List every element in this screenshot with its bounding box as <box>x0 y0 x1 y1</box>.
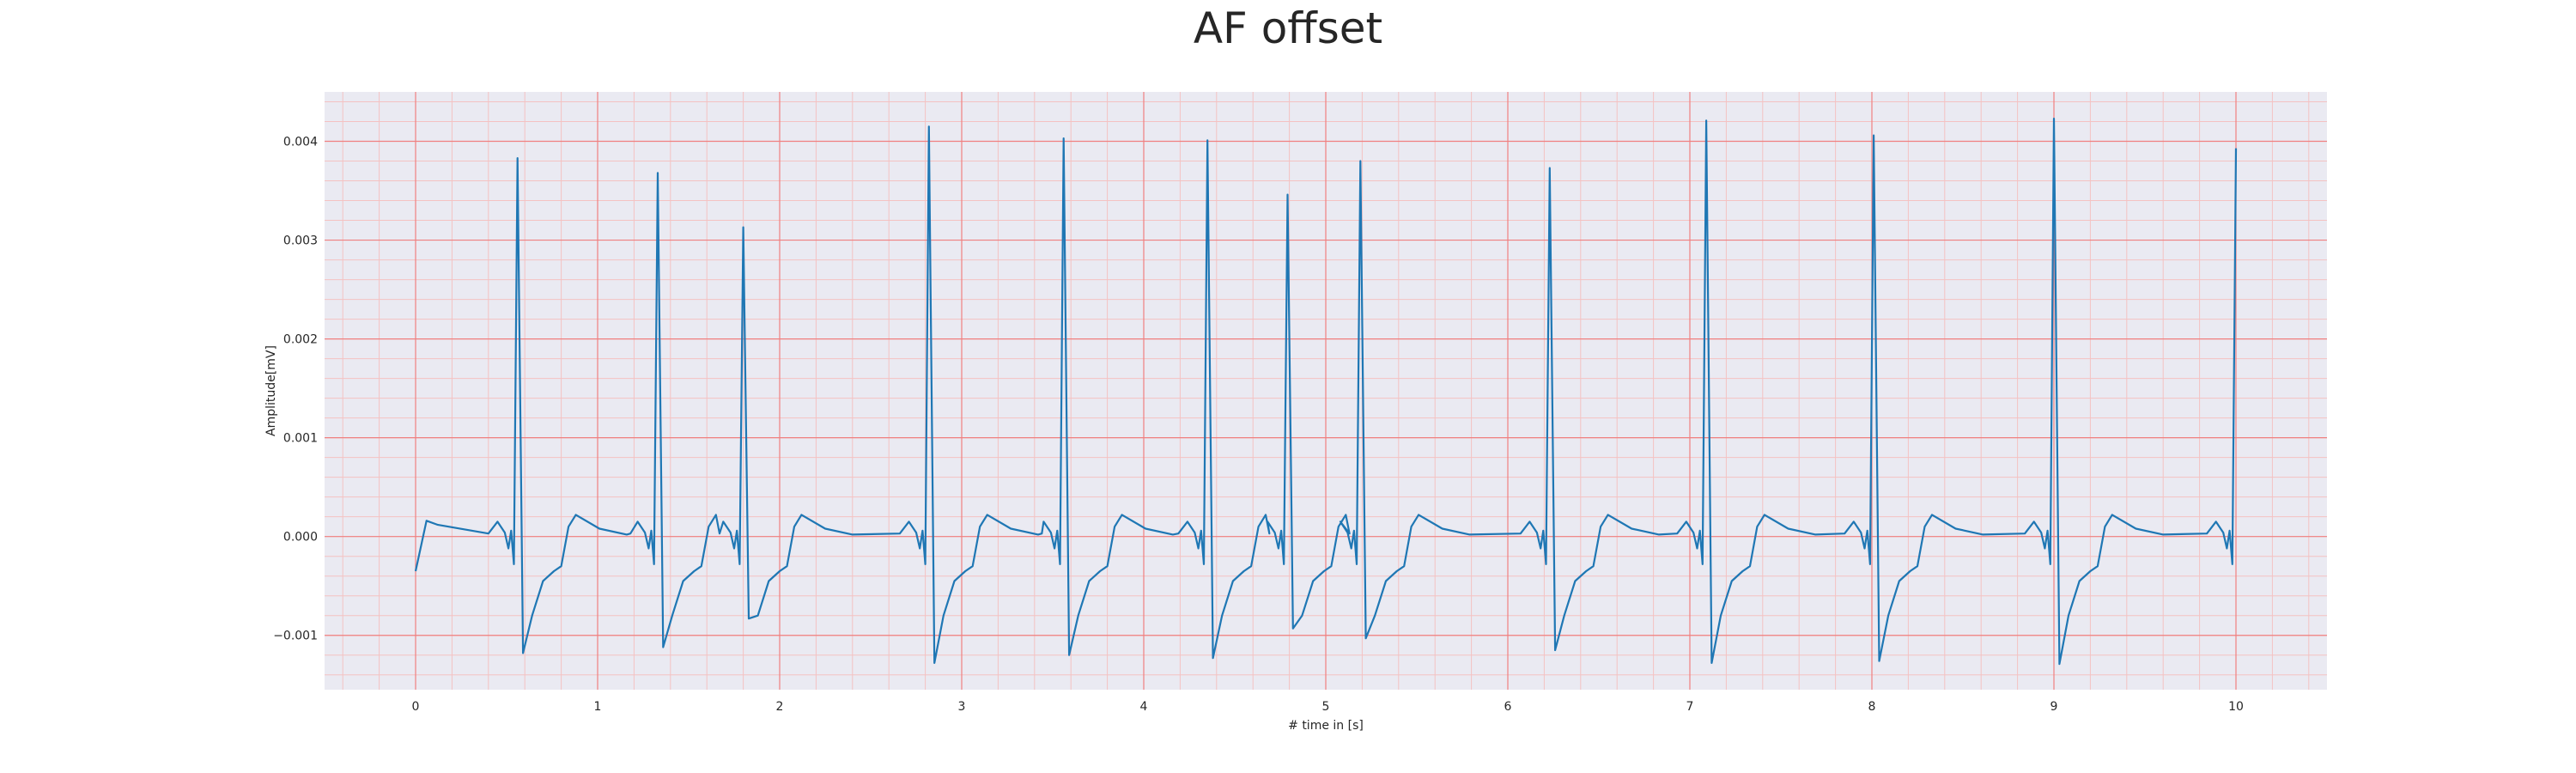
x-axis-ticks: 0 1 2 3 4 5 6 7 8 9 10 <box>412 700 2244 714</box>
x-axis-label: # time in [s] <box>1288 719 1364 733</box>
y-tick-label: 0.000 <box>283 531 318 545</box>
series-line <box>414 118 2238 666</box>
y-tick-label: 0.004 <box>283 136 318 149</box>
x-tick-label: 2 <box>776 700 784 714</box>
x-tick-label: 9 <box>2050 700 2058 714</box>
y-tick-label: 0.002 <box>283 333 318 347</box>
x-tick-label: 1 <box>594 700 602 714</box>
y-axis-label: Amplitude[mV] <box>264 345 278 436</box>
x-tick-label: 6 <box>1504 700 1512 714</box>
y-tick-label: 0.001 <box>283 432 318 446</box>
x-tick-label: 0 <box>412 700 420 714</box>
x-tick-label: 8 <box>1868 700 1876 714</box>
y-tick-label: 0.003 <box>283 234 318 248</box>
y-axis-ticks: −0.001 0.000 0.001 0.002 0.003 0.004 <box>273 136 318 643</box>
x-tick-label: 7 <box>1686 700 1694 714</box>
x-tick-label: 3 <box>958 700 966 714</box>
chart-title: AF offset <box>1193 3 1383 53</box>
x-tick-label: 4 <box>1140 700 1148 714</box>
x-tick-label: 10 <box>2228 700 2244 714</box>
y-tick-label: −0.001 <box>273 630 318 643</box>
x-tick-label: 5 <box>1322 700 1330 714</box>
